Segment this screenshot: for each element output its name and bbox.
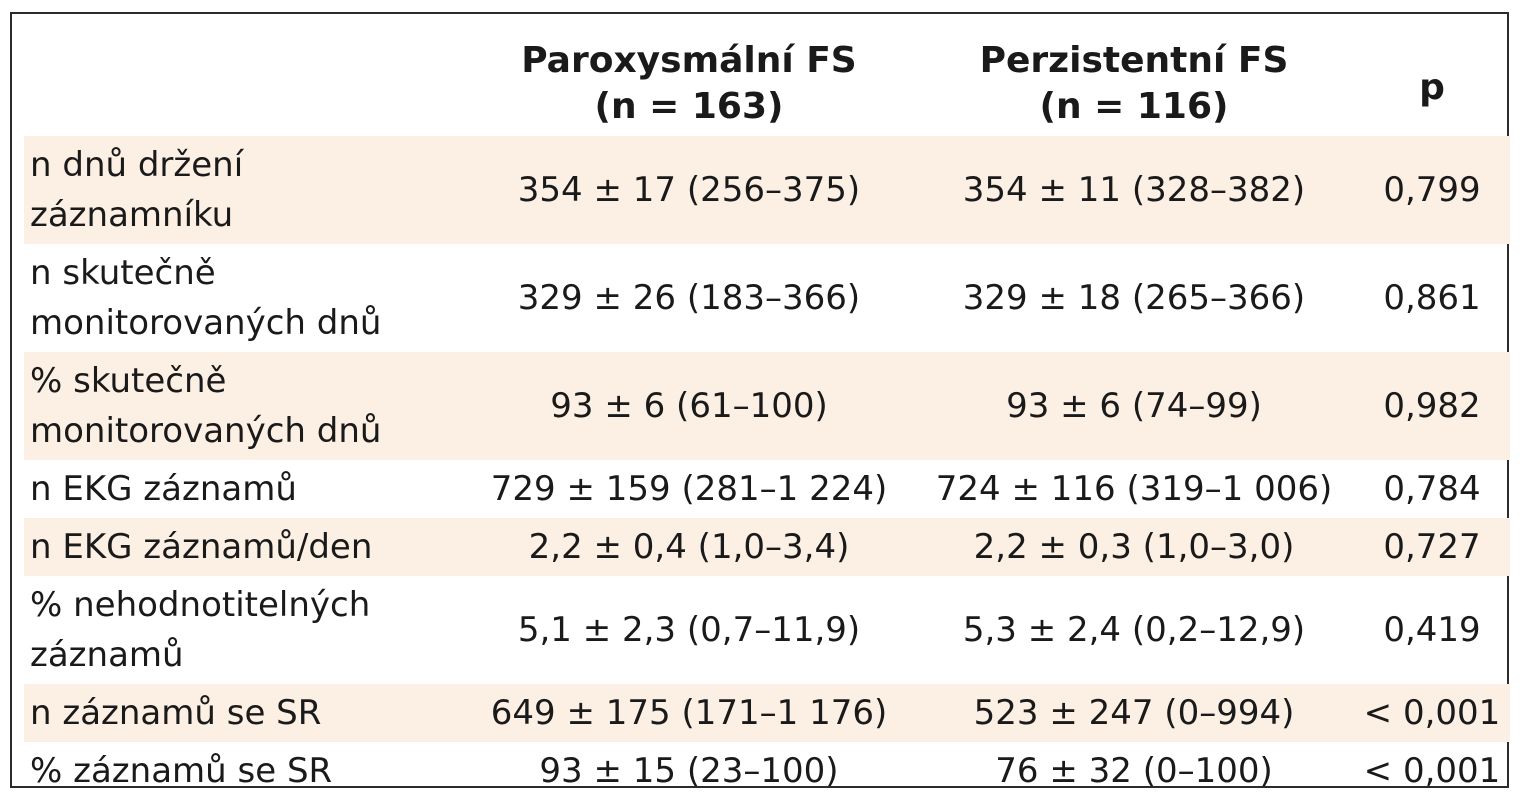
header-paroxysmal: Paroxysmální FS (n = 163): [464, 32, 914, 136]
cell-p-value: < 0,001: [1363, 751, 1501, 791]
cell-paroxysmal: 5,1 ± 2,3 (0,7–11,9): [517, 610, 861, 650]
cell-paroxysmal: 93 ± 15 (23–100): [539, 751, 839, 791]
table-row: % záznamů se SR 93 ± 15 (23–100) 76 ± 32…: [24, 742, 1510, 800]
table-row: n EKG záznamů 729 ± 159 (281–1 224) 724 …: [24, 460, 1510, 518]
cell-p-value: 0,419: [1383, 610, 1481, 650]
table-row: n EKG záznamů/den 2,2 ± 0,4 (1,0–3,4) 2,…: [24, 518, 1510, 576]
cell-paroxysmal: 354 ± 17 (256–375): [464, 136, 914, 244]
cell-p-value: < 0,001: [1354, 684, 1510, 742]
cell-persistent: 93 ± 6 (74–99): [914, 352, 1354, 460]
header-persistent-title: Perzistentní FS: [979, 40, 1289, 81]
cell-persistent: 724 ± 116 (319–1 006): [935, 469, 1333, 509]
table-row: % nehodnotitelných záznamů 5,1 ± 2,3 (0,…: [24, 576, 1510, 684]
header-persistent-count: (n = 116): [1039, 86, 1229, 127]
header-row: Paroxysmální FS (n = 163) Perzistentní F…: [24, 32, 1510, 136]
results-table: Paroxysmální FS (n = 163) Perzistentní F…: [24, 32, 1510, 800]
table-frame: Paroxysmální FS (n = 163) Perzistentní F…: [10, 12, 1510, 791]
cell-paroxysmal: 649 ± 175 (171–1 176): [464, 684, 914, 742]
table-row: n dnů držení záznamníku 354 ± 17 (256–37…: [24, 136, 1510, 244]
header-paroxysmal-count: (n = 163): [594, 86, 784, 127]
row-label: n záznamů se SR: [24, 684, 464, 742]
row-label: n dnů držení záznamníku: [24, 136, 464, 244]
cell-persistent: 523 ± 247 (0–994): [914, 684, 1354, 742]
cell-paroxysmal: 2,2 ± 0,4 (1,0–3,4): [464, 518, 914, 576]
table-body: n dnů držení záznamníku 354 ± 17 (256–37…: [24, 136, 1510, 800]
cell-p-value: 0,784: [1383, 469, 1481, 509]
header-paroxysmal-title: Paroxysmální FS: [521, 40, 857, 81]
header-persistent: Perzistentní FS (n = 116): [914, 32, 1354, 136]
row-label: % záznamů se SR: [30, 751, 333, 791]
cell-persistent: 5,3 ± 2,4 (0,2–12,9): [962, 610, 1306, 650]
cell-paroxysmal: 729 ± 159 (281–1 224): [490, 469, 888, 509]
cell-paroxysmal: 93 ± 6 (61–100): [464, 352, 914, 460]
header-p-title: p: [1419, 67, 1445, 108]
cell-p-value: 0,861: [1383, 278, 1481, 318]
cell-p-value: 0,982: [1354, 352, 1510, 460]
table-row: n skutečně monitorovaných dnů 329 ± 26 (…: [24, 244, 1510, 352]
cell-p-value: 0,727: [1354, 518, 1510, 576]
table-row: n záznamů se SR 649 ± 175 (171–1 176) 52…: [24, 684, 1510, 742]
header-p-value: p: [1354, 32, 1510, 136]
row-label: % nehodnotitelných záznamů: [30, 585, 371, 675]
header-label-column: [24, 32, 464, 136]
table-header: Paroxysmální FS (n = 163) Perzistentní F…: [24, 32, 1510, 136]
table-row: % skutečně monitorovaných dnů 93 ± 6 (61…: [24, 352, 1510, 460]
row-label: n EKG záznamů/den: [24, 518, 464, 576]
cell-persistent: 2,2 ± 0,3 (1,0–3,0): [914, 518, 1354, 576]
cell-p-value: 0,799: [1354, 136, 1510, 244]
cell-persistent: 329 ± 18 (265–366): [962, 278, 1306, 318]
cell-persistent: 76 ± 32 (0–100): [995, 751, 1273, 791]
cell-paroxysmal: 329 ± 26 (183–366): [517, 278, 861, 318]
cell-persistent: 354 ± 11 (328–382): [914, 136, 1354, 244]
row-label: n skutečně monitorovaných dnů: [30, 253, 382, 343]
row-label: % skutečně monitorovaných dnů: [24, 352, 464, 460]
row-label: n EKG záznamů: [30, 469, 297, 509]
